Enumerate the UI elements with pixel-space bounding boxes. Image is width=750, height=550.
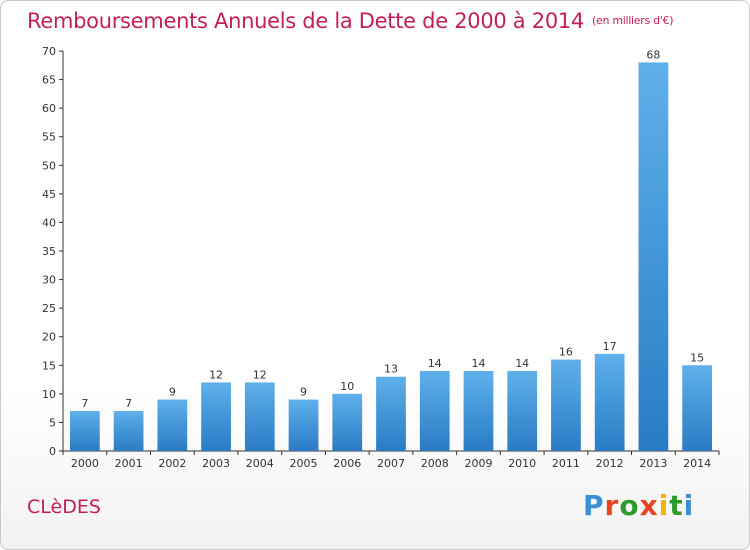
- x-tick-label: 2011: [552, 457, 580, 470]
- x-tick-label: 2008: [421, 457, 449, 470]
- y-tick-label: 30: [42, 274, 56, 287]
- bar-value-label: 14: [515, 357, 529, 370]
- x-tick-label: 2012: [596, 457, 624, 470]
- bar-value-label: 12: [209, 368, 223, 381]
- x-tick-label: 2014: [683, 457, 711, 470]
- x-tick-label: 2013: [639, 457, 667, 470]
- bar: [288, 399, 319, 451]
- logo-letter: o: [619, 489, 640, 522]
- bar-value-label: 9: [300, 386, 307, 399]
- bar-value-label: 16: [559, 346, 573, 359]
- y-tick-label: 25: [42, 302, 56, 315]
- y-tick-label: 5: [49, 416, 56, 429]
- y-tick-label: 45: [42, 188, 56, 201]
- bar: [201, 382, 231, 451]
- y-tick-label: 0: [49, 445, 56, 458]
- tick-labels: 0 5 10 15 20 25 30 35 40 45 50 55 60 65 70 7 2000 7 2001 9 2…: [42, 45, 711, 470]
- x-tick-label: 2009: [464, 457, 492, 470]
- bar: [638, 62, 669, 452]
- bar: [113, 411, 144, 451]
- x-tick-label: 2006: [333, 457, 361, 470]
- bars: [69, 62, 713, 452]
- bar: [463, 371, 494, 451]
- chart-title: Remboursements Annuels de la Dette de 20…: [27, 9, 673, 33]
- bar: [157, 399, 188, 451]
- x-tick-label: 2000: [71, 457, 99, 470]
- x-tick-label: 2003: [202, 457, 230, 470]
- bar-value-label: 68: [646, 48, 660, 61]
- bar-value-label: 15: [690, 351, 704, 364]
- y-tick-label: 15: [42, 359, 56, 372]
- logo-letter: P: [583, 489, 605, 522]
- x-tick-label: 2004: [246, 457, 274, 470]
- x-tick-label: 2005: [290, 457, 318, 470]
- logo-letter: t: [669, 489, 684, 522]
- bar-value-label: 14: [471, 357, 485, 370]
- logo-letter: x: [639, 489, 659, 522]
- chart-unit: (en milliers d'€): [592, 14, 674, 27]
- bar-value-label: 10: [340, 380, 354, 393]
- x-tick-label: 2001: [115, 457, 143, 470]
- x-tick-label: 2007: [377, 457, 405, 470]
- y-tick-label: 20: [42, 331, 56, 344]
- y-tick-label: 70: [42, 45, 56, 58]
- bar: [419, 371, 450, 451]
- logo-letter: r: [604, 489, 620, 522]
- y-tick-label: 60: [42, 102, 56, 115]
- bar: [507, 371, 538, 451]
- y-tick-label: 10: [42, 388, 56, 401]
- bar: [332, 393, 363, 451]
- bar-value-label: 14: [428, 357, 442, 370]
- bar-value-label: 7: [125, 397, 132, 410]
- bar: [682, 365, 713, 451]
- bar-value-label: 9: [169, 386, 176, 399]
- x-tick-label: 2002: [158, 457, 186, 470]
- y-tick-label: 50: [42, 159, 56, 172]
- chart-title-text: Remboursements Annuels de la Dette de 20…: [27, 9, 584, 33]
- bar: [551, 359, 581, 451]
- bar: [69, 411, 100, 451]
- bar: [594, 353, 625, 451]
- logo-letter: i: [658, 489, 670, 522]
- bar-value-label: 12: [253, 368, 267, 381]
- bar: [376, 376, 406, 451]
- y-tick-label: 40: [42, 216, 56, 229]
- logo-letter: i: [683, 489, 695, 522]
- commune-name: CLèDES: [27, 496, 101, 518]
- bar: [244, 382, 275, 451]
- y-tick-label: 35: [42, 245, 56, 258]
- x-tick-label: 2010: [508, 457, 536, 470]
- bar-value-label: 17: [603, 340, 617, 353]
- proxiti-logo: Proxiti: [583, 489, 694, 522]
- y-tick-label: 65: [42, 74, 56, 87]
- bar-value-label: 13: [384, 363, 398, 376]
- y-tick-label: 55: [42, 131, 56, 144]
- bar-value-label: 7: [81, 397, 88, 410]
